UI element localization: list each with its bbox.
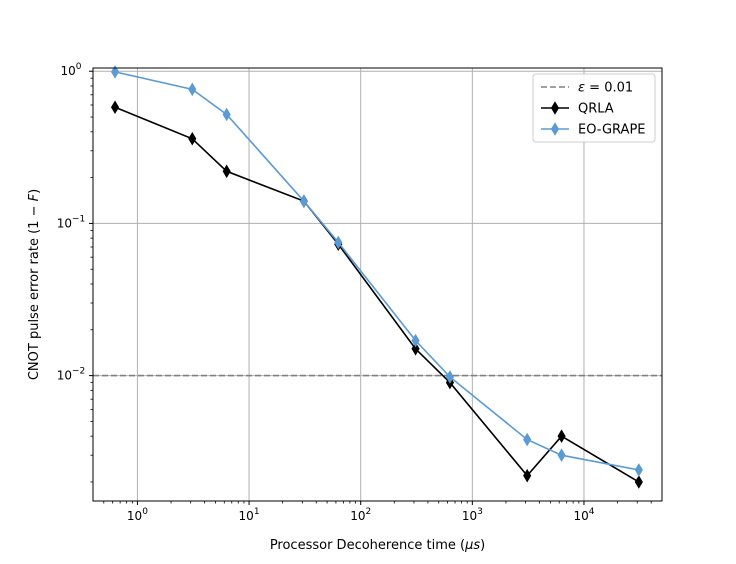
series-line-qrla [114,106,640,483]
x-tick-label: 100 [127,507,148,523]
data-point-eo-grape [188,82,197,97]
series-line-eo-grape [114,71,639,471]
legend-frame [532,73,656,143]
data-point-qrla [222,164,231,179]
legend-label: QRLA [578,102,614,117]
plot-frame [92,67,663,502]
data-point-qrla [188,131,197,146]
data-point-eo-grape [523,432,532,447]
legend-item-qrla: QRLA [541,101,614,117]
y-axis-title: CNOT pulse error rate (1 − F) [27,189,42,380]
y-tick-label: 10−1 [57,214,86,230]
legend-marker [550,101,560,115]
data-point-qrla [557,429,566,443]
data-point-eo-grape [557,448,566,462]
data-point-eo-grape [334,235,343,250]
x-tick-label: 102 [350,507,371,523]
legend: ε = 0.01 QRLA EO-GRAPE [532,73,656,143]
x-tick-label: 103 [462,507,483,523]
series-qrla [110,100,643,489]
legend-item--0-01: ε = 0.01 [541,81,633,96]
series-eo-grape [110,65,643,477]
data-point-eo-grape [299,194,308,208]
legend-item-eo-grape: EO-GRAPE [541,122,646,138]
data-point-qrla [110,100,120,115]
data-point-eo-grape [634,463,643,477]
legend-marker [550,122,560,136]
y-tick-label: 100 [60,62,81,78]
legend-label: EO-GRAPE [578,123,646,138]
data-point-eo-grape [110,65,120,79]
data-point-eo-grape [445,370,454,384]
ticks: 100 101 102 103 104 10−2 10−1 100 [57,62,652,523]
data-point-qrla [523,468,532,483]
x-axis-title: Processor Decoherence time (μs) [270,538,485,553]
data-point-qrla [634,475,643,489]
data-point-eo-grape [222,107,231,122]
series-layer [110,65,643,489]
y-tick-label: 10−2 [57,367,86,383]
data-point-qrla [411,342,420,356]
legend-label: ε = 0.01 [578,81,633,96]
x-tick-label: 101 [239,507,260,523]
data-point-eo-grape [411,333,420,348]
x-tick-label: 104 [573,507,594,523]
